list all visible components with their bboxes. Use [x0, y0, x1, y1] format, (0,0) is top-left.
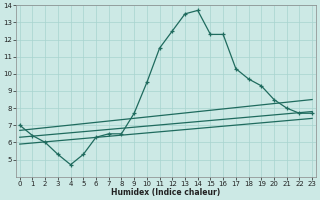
X-axis label: Humidex (Indice chaleur): Humidex (Indice chaleur)	[111, 188, 220, 197]
